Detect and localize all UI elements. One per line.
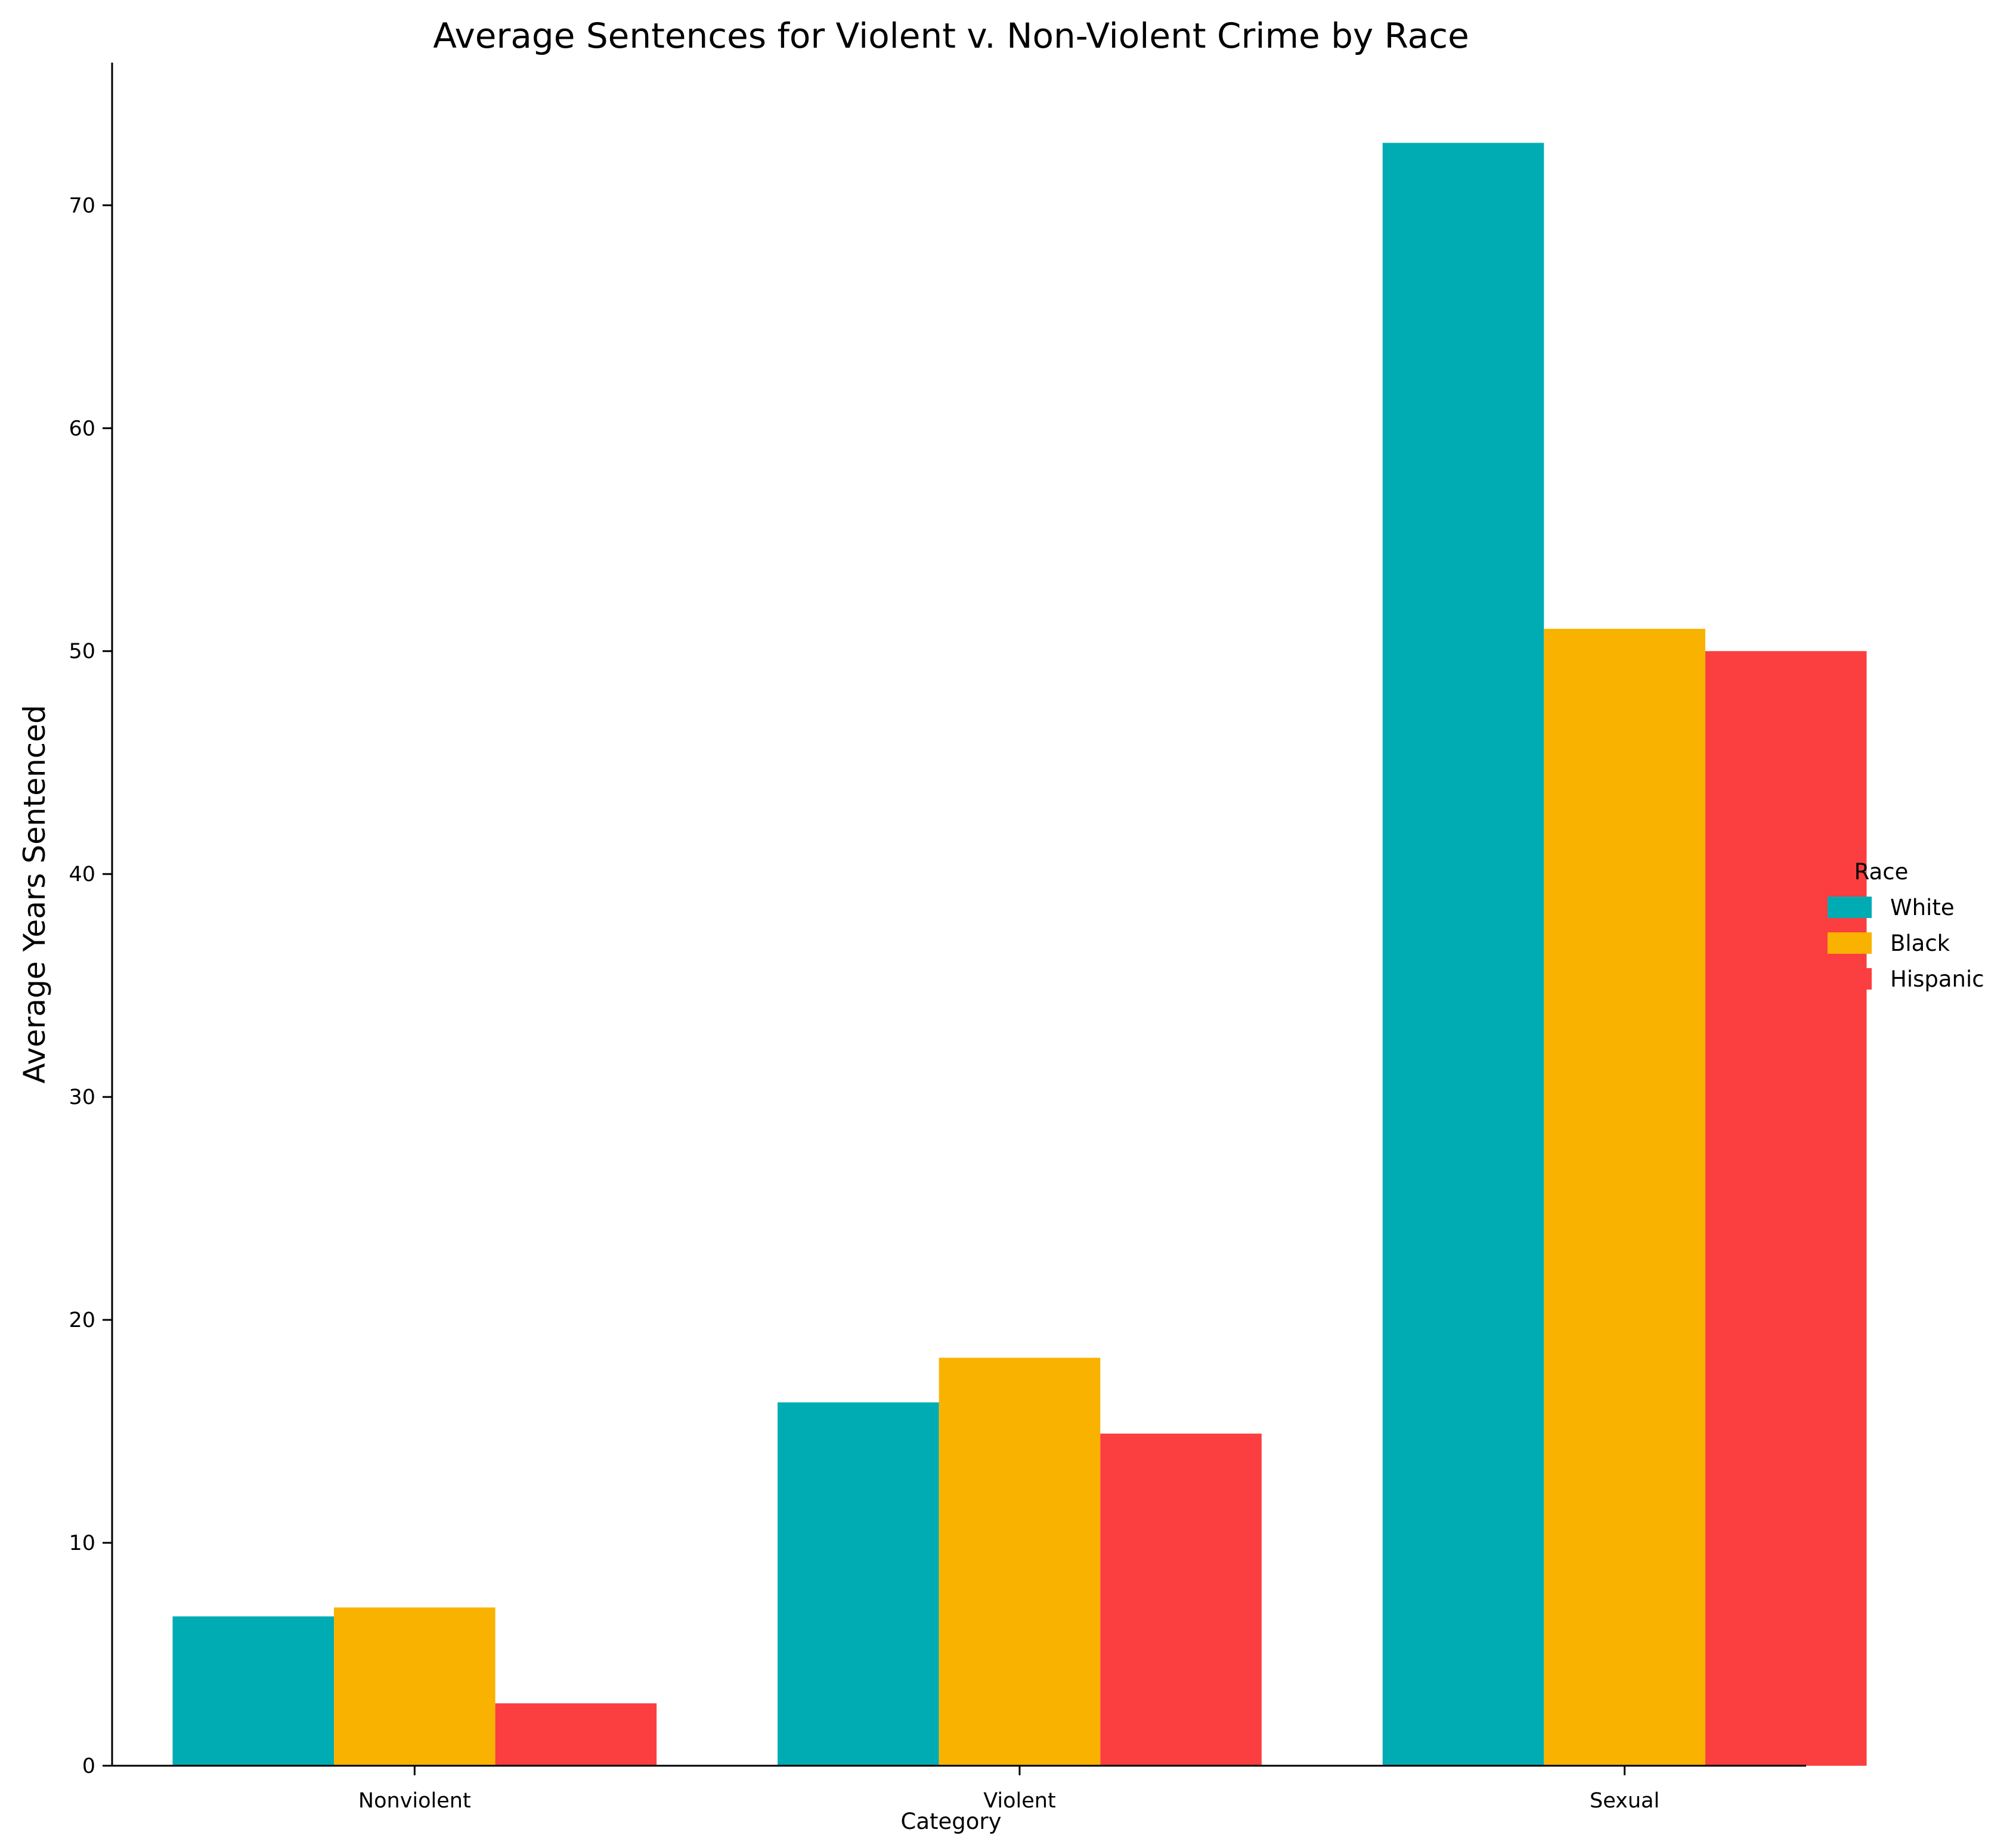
x-tick-label-nonviolent: Nonviolent — [358, 1789, 471, 1813]
bar-sexual-black — [1544, 628, 1705, 1766]
legend-label-white: White — [1890, 895, 1955, 920]
x-tick-label-violent: Violent — [983, 1789, 1055, 1813]
bar-violent-black — [939, 1357, 1101, 1766]
y-tick-label: 10 — [69, 1531, 95, 1555]
x-tick-label-sexual: Sexual — [1590, 1789, 1659, 1813]
bar-violent-white — [778, 1402, 939, 1766]
bar-nonviolent-white — [172, 1616, 335, 1766]
y-tick-label: 50 — [69, 640, 95, 663]
bar-sexual-white — [1382, 142, 1544, 1766]
y-tick-label: 30 — [69, 1086, 95, 1109]
legend-title: Race — [1854, 859, 1909, 885]
legend-label-hispanic: Hispanic — [1890, 966, 1984, 992]
y-tick-label: 20 — [69, 1309, 95, 1332]
y-axis-label: Average Years Sentenced — [17, 705, 52, 1083]
legend-swatch-hispanic — [1828, 968, 1872, 990]
legend: Race White Black Hispanic — [1828, 859, 1984, 992]
bar-nonviolent-hispanic — [495, 1703, 657, 1766]
axes-group: 0 10 20 30 40 50 60 70 Nonviolent Violent Sexual — [69, 63, 1806, 1813]
bars-group — [172, 142, 1867, 1766]
bar-sexual-hispanic — [1705, 651, 1867, 1766]
y-tick-label: 0 — [82, 1754, 95, 1778]
legend-swatch-black — [1828, 932, 1872, 954]
x-axis-label: Category — [900, 1809, 1001, 1834]
legend-label-black: Black — [1890, 931, 1950, 956]
chart-title: Average Sentences for Violent v. Non-Vio… — [433, 15, 1469, 56]
bar-violent-hispanic — [1100, 1433, 1262, 1766]
bar-nonviolent-black — [334, 1607, 496, 1766]
y-tick-label: 70 — [69, 194, 95, 218]
y-tick-label: 60 — [69, 417, 95, 441]
legend-swatch-white — [1828, 897, 1872, 918]
y-tick-label: 40 — [69, 863, 95, 886]
